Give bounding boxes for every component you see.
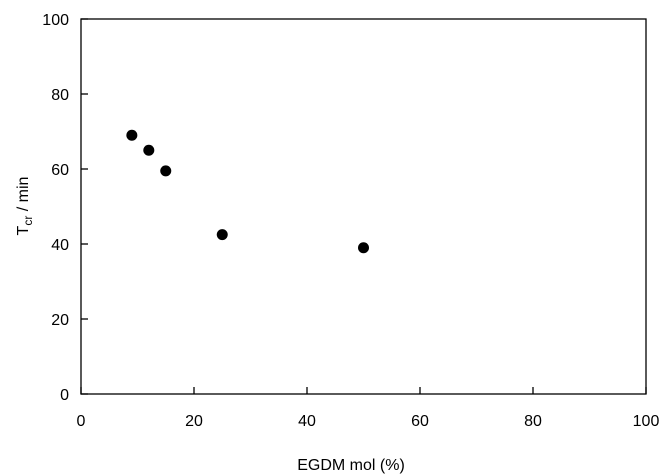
x-tick-label: 100: [633, 413, 660, 430]
y-tick-label: 0: [60, 387, 69, 404]
x-tick-label: 20: [185, 413, 203, 430]
y-tick-label: 100: [42, 12, 69, 29]
x-tick-label: 80: [524, 413, 542, 430]
data-point: [126, 129, 138, 141]
x-axis: 0 20 40 60 80 100: [77, 387, 660, 430]
y-axis-title-rest: / min: [15, 177, 32, 216]
y-tick-label: 80: [51, 87, 69, 104]
data-point: [216, 229, 228, 241]
data-point: [160, 165, 172, 177]
plot-frame: [80, 18, 647, 395]
y-tick-label: 60: [51, 162, 69, 179]
x-tick-label: 60: [411, 413, 429, 430]
y-tick-label: 40: [51, 237, 69, 254]
data-point: [143, 144, 155, 156]
y-axis-title: Tcr / min: [15, 177, 35, 236]
y-tick-label: 20: [51, 312, 69, 329]
x-tick-label: 40: [298, 413, 316, 430]
y-axis-title-subscript: cr: [21, 216, 35, 226]
x-axis-title: EGDM mol (%): [297, 457, 405, 474]
x-tick-label: 0: [77, 413, 86, 430]
data-point: [358, 242, 369, 254]
y-axis: 0 20 40 60 80 100: [42, 12, 88, 404]
y-axis-title-base: T: [15, 225, 32, 235]
data-points: [126, 129, 369, 254]
